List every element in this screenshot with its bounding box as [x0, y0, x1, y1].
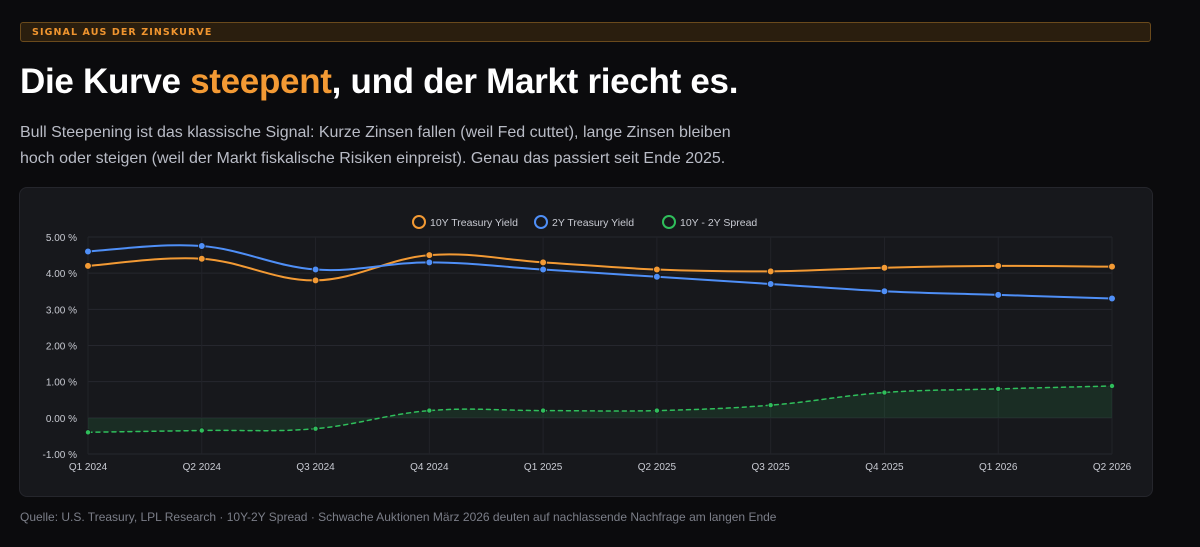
data-point-2y-treasury-yield [766, 280, 775, 288]
axis-layer: -1.00 % 0.00 % 1.00 % 2.00 % 3.00 % 4.00 % 5.0… [43, 233, 1132, 473]
x-tick-label: Q4 2025 [865, 462, 904, 473]
data-point-10y-2y-spread [426, 407, 433, 414]
data-point-2y-treasury-yield [425, 258, 434, 267]
series-area-10y-2y-spread [88, 386, 1112, 433]
legend-item-2y-treasury-yield[interactable]: 2Y Treasury Yield [534, 215, 634, 229]
x-tick-label: Q1 2026 [979, 462, 1018, 473]
data-point-10y-treasury-yield [653, 265, 661, 274]
line-layer [87, 244, 1113, 434]
section-tag: SIGNAL AUS DER ZINSKURVE [20, 22, 1151, 42]
data-point-10y-2y-spread [767, 402, 774, 409]
data-point-10y-2y-spread [881, 389, 888, 396]
series-line-10y-treasury-yield [87, 253, 1113, 282]
subtitle-line-1: Bull Steepening ist das klassische Signa… [20, 124, 731, 141]
legend-label-10y-treasury-yield: 10Y Treasury Yield [430, 217, 518, 229]
legend-item-10y-2y-spread[interactable]: 10Y - 2Y Spread [662, 215, 757, 229]
legend[interactable]: 10Y Treasury Yield 2Y Treasury Yield 10Y -… [412, 215, 757, 229]
series-line-2y-treasury-yield [87, 244, 1113, 300]
series-line-10y-2y-spread [87, 385, 1113, 434]
data-point-2y-treasury-yield [1108, 294, 1116, 303]
y-tick-label: 2.00 % [46, 342, 77, 353]
fill-layer [88, 386, 1112, 433]
data-point-10y-treasury-yield [539, 258, 547, 267]
data-point-10y-2y-spread [653, 407, 660, 414]
section-tag-label: SIGNAL AUS DER ZINSKURVE [32, 27, 213, 38]
y-tick-label: 0.00 % [46, 414, 77, 425]
x-tick-label: Q1 2025 [524, 462, 563, 473]
legend-label-2y-treasury-yield: 2Y Treasury Yield [552, 217, 634, 229]
data-point-10y-treasury-yield [311, 276, 320, 285]
point-layer [84, 242, 1116, 436]
page-title-highlight: steepent [190, 62, 332, 101]
data-point-2y-treasury-yield [653, 272, 661, 281]
data-point-10y-2y-spread [198, 427, 205, 434]
data-point-10y-treasury-yield [1108, 262, 1116, 271]
data-point-2y-treasury-yield [84, 247, 92, 256]
data-point-2y-treasury-yield [197, 242, 206, 250]
data-point-10y-treasury-yield [84, 262, 92, 270]
legend-marker-10y-2y-spread [662, 215, 676, 229]
data-point-2y-treasury-yield [311, 265, 320, 274]
legend-item-10y-treasury-yield[interactable]: 10Y Treasury Yield [412, 215, 518, 229]
legend-label-10y-2y-spread: 10Y - 2Y Spread [680, 217, 757, 229]
x-tick-label: Q4 2024 [410, 462, 449, 473]
data-point-10y-treasury-yield [425, 251, 434, 259]
yield-chart: -1.00 % 0.00 % 1.00 % 2.00 % 3.00 % 4.00 % 5.0… [43, 215, 1132, 473]
data-point-10y-2y-spread [995, 385, 1002, 392]
x-tick-label: Q3 2024 [296, 462, 335, 473]
page-subtitle: Bull Steepening ist das klassische Signa… [20, 120, 820, 172]
x-tick-label: Q2 2024 [183, 462, 222, 473]
x-tick-label: Q2 2025 [638, 462, 677, 473]
source-note: Quelle: U.S. Treasury, LPL Research · 10… [20, 510, 777, 524]
y-tick-label: 3.00 % [46, 305, 77, 316]
chart-panel: -1.00 % 0.00 % 1.00 % 2.00 % 3.00 % 4.00 % 5.0… [19, 187, 1153, 497]
page-title-before: Die Kurve [20, 62, 191, 101]
data-point-10y-treasury-yield [880, 263, 889, 272]
y-tick-label: 1.00 % [46, 378, 77, 389]
data-point-10y-2y-spread [85, 429, 92, 436]
data-point-10y-treasury-yield [766, 267, 775, 276]
data-point-10y-2y-spread [540, 407, 547, 414]
legend-marker-2y-treasury-yield [534, 215, 548, 229]
x-tick-label: Q2 2026 [1093, 462, 1132, 473]
y-tick-label: 4.00 % [46, 269, 77, 280]
data-point-10y-2y-spread [312, 425, 319, 432]
data-point-10y-2y-spread [1109, 383, 1116, 390]
page-title: Die Kurve steepent, und der Markt riecht… [20, 62, 738, 102]
x-tick-label: Q1 2024 [69, 462, 108, 473]
subtitle-line-2: hoch oder steigen (weil der Markt fiskal… [20, 150, 726, 167]
x-tick-label: Q3 2025 [751, 462, 790, 473]
page-title-after: , und der Markt riecht es. [331, 62, 739, 101]
data-point-10y-treasury-yield [197, 254, 206, 263]
y-tick-label: 5.00 % [46, 233, 77, 244]
legend-marker-10y-treasury-yield [412, 215, 426, 229]
data-point-2y-treasury-yield [994, 291, 1003, 299]
data-point-2y-treasury-yield [880, 287, 889, 296]
data-point-10y-treasury-yield [994, 262, 1003, 270]
data-point-2y-treasury-yield [539, 265, 547, 274]
y-tick-label: -1.00 % [43, 450, 78, 461]
